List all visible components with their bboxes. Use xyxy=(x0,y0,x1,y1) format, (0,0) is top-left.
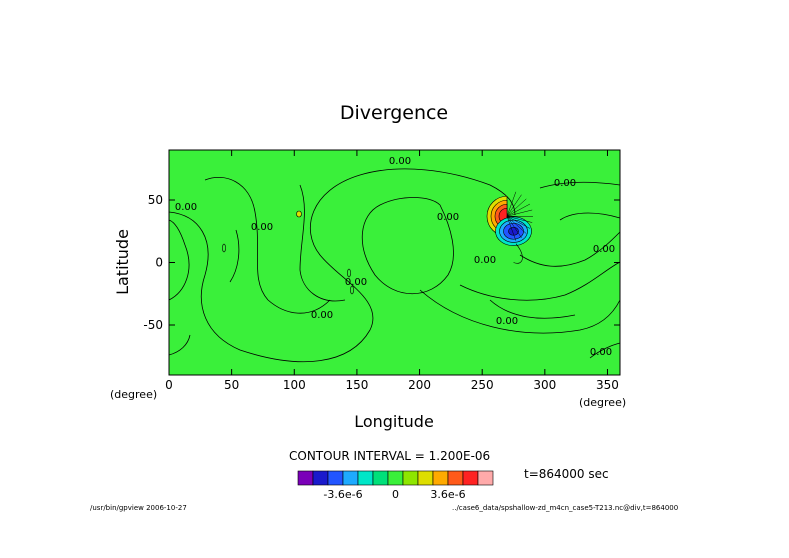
x-unit-right: (degree) xyxy=(579,396,626,409)
contour-spot xyxy=(296,210,302,218)
contour-spot xyxy=(347,268,351,278)
colorbar-tick-label: 0 xyxy=(392,488,399,501)
colorbar: -3.6e-6 0 3.6e-6 xyxy=(297,470,494,501)
dipole-contour xyxy=(506,209,533,217)
zero-contour-11 xyxy=(168,219,190,301)
zero-contour-8 xyxy=(539,181,621,189)
chart-title: Divergence xyxy=(340,102,448,124)
colorbar-box xyxy=(342,470,359,486)
dipole-contour xyxy=(506,191,517,217)
colorbar-box xyxy=(432,470,449,486)
colorbar-box xyxy=(417,470,434,486)
zero-contour-14 xyxy=(229,229,240,283)
contour-spot xyxy=(222,243,226,253)
colorbar-box xyxy=(402,470,419,486)
contour-label: 0.00 xyxy=(474,255,496,266)
zero-contour-13 xyxy=(168,334,191,356)
y-axis-label: Latitude xyxy=(113,229,132,295)
contour-label: 0.00 xyxy=(590,347,612,358)
footer-right: ../case6_data/spshallow-zd_m4cn_case5-T2… xyxy=(452,504,678,512)
colorbar-tick-label: -3.6e-6 xyxy=(323,488,362,501)
colorbar-box xyxy=(327,470,344,486)
colorbar-tick-label: 3.6e-6 xyxy=(430,488,465,501)
x-tick-label: 200 xyxy=(408,378,431,392)
field-fill xyxy=(169,150,620,375)
contour-interval-text: CONTOUR INTERVAL = 1.200E-06 xyxy=(289,449,490,463)
y-tick-label: 50 xyxy=(148,193,163,207)
contour-label: 0.00 xyxy=(593,244,615,255)
colorbar-box xyxy=(357,470,374,486)
zero-contour-5 xyxy=(419,289,621,334)
zero-contour-7 xyxy=(519,231,621,267)
dipole-contour xyxy=(506,216,531,229)
colorbar-box xyxy=(462,470,479,486)
x-unit-left: (degree) xyxy=(110,388,157,401)
plot-area: 0.00 0.00 0.00 0.00 0.00 0.00 0.00 0.00 0.00 0.00… xyxy=(143,149,621,392)
footer-left: /usr/bin/gpview 2006-10-27 xyxy=(90,504,187,512)
dipole-contour xyxy=(506,216,527,234)
contour-spot xyxy=(350,285,354,295)
colorbar-box xyxy=(387,470,404,486)
zero-contour-9 xyxy=(559,212,621,221)
x-tick-label: 50 xyxy=(224,378,239,392)
time-text: t=864000 sec xyxy=(524,467,609,481)
zero-contour-6 xyxy=(459,261,621,301)
dipole-contour xyxy=(506,203,531,217)
zero-contour-4 xyxy=(361,197,454,295)
x-tick-label: 100 xyxy=(283,378,306,392)
x-tick-label: 350 xyxy=(596,378,619,392)
x-axis-label: Longitude xyxy=(354,412,434,431)
zero-contour-2 xyxy=(204,176,331,314)
dipole-contour xyxy=(513,243,523,264)
dipole-contour xyxy=(506,216,522,238)
colorbar-box xyxy=(312,470,329,486)
contour-label: 0.00 xyxy=(437,212,459,223)
contour-label: 0.00 xyxy=(345,277,367,288)
contour-label: 0.00 xyxy=(175,202,197,213)
colorbar-box xyxy=(297,470,314,486)
colorbar-box xyxy=(477,470,494,486)
zero-contour-1 xyxy=(168,168,516,363)
zero-contour-3 xyxy=(299,184,346,302)
y-tick-label: -50 xyxy=(143,318,163,332)
contour-label: 0.00 xyxy=(554,178,576,189)
contour-label: 0.00 xyxy=(251,222,273,233)
contour-label: 0.00 xyxy=(496,316,518,327)
x-tick-label: 300 xyxy=(533,378,556,392)
x-tick-label: 250 xyxy=(471,378,494,392)
dipole-contour xyxy=(506,216,517,241)
x-tick-label: 0 xyxy=(165,378,173,392)
colorbar-box xyxy=(372,470,389,486)
contour-label: 0.00 xyxy=(311,310,333,321)
zero-contour-10 xyxy=(489,299,576,319)
colorbar-box xyxy=(447,470,464,486)
y-tick-label: 0 xyxy=(155,256,163,270)
dipole-contour xyxy=(506,194,522,217)
x-tick-label: 150 xyxy=(345,378,368,392)
contour-label: 0.00 xyxy=(389,156,411,167)
dipole-contour xyxy=(506,198,527,217)
zero-contour-12 xyxy=(589,342,621,359)
dipole-contour xyxy=(506,216,533,223)
